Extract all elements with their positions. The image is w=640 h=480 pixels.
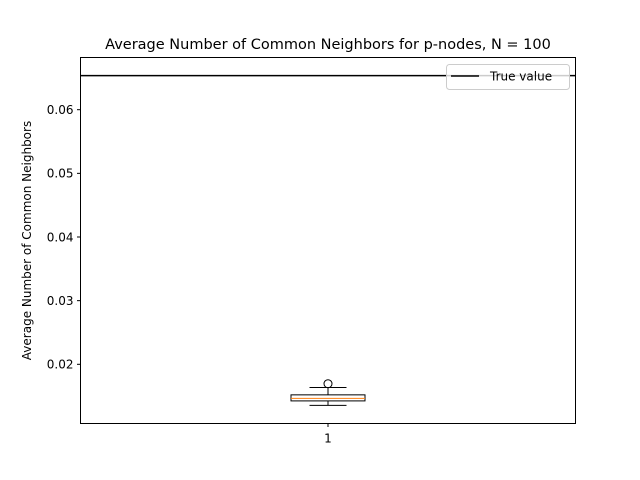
y-tick-label: 0.02	[47, 358, 74, 372]
chart-title: Average Number of Common Neighbors for p…	[105, 37, 551, 53]
y-tick-label: 0.04	[47, 230, 74, 244]
x-tick-label: 1	[324, 432, 332, 446]
legend-label-true-value: True value	[489, 70, 552, 84]
y-tick-label: 0.06	[47, 103, 74, 117]
legend-box	[446, 64, 570, 90]
y-tick-label: 0.03	[47, 294, 74, 308]
outlier-point	[323, 379, 333, 389]
y-tick-label: 0.05	[47, 167, 74, 181]
plot-area: 0.02 0.03 0.04 0.05 0.06 1	[47, 74, 576, 446]
y-axis-label: Average Number of Common Neighbors	[20, 121, 34, 360]
axes-frame	[80, 57, 576, 424]
legend: True value	[446, 64, 570, 90]
